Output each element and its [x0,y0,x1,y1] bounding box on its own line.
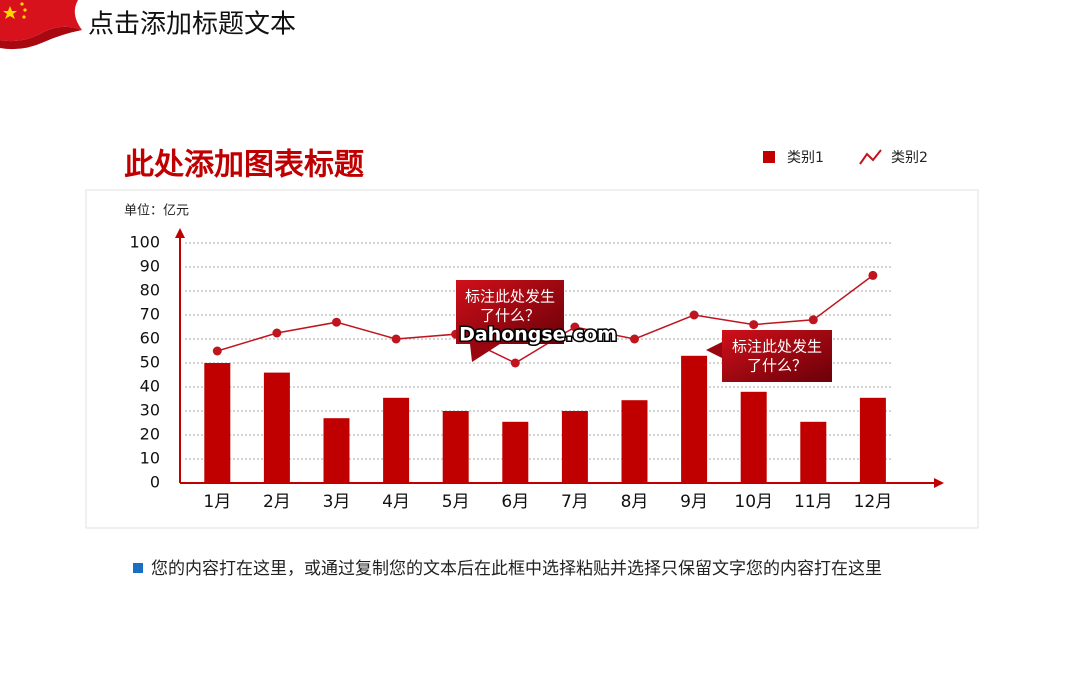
legend-swatch [859,149,882,165]
bar [621,400,648,483]
callout-text: 标注此处发生 [465,288,555,306]
flag-star [3,6,17,19]
callout-text: 了什么？ [480,307,540,325]
x-tick-label: 10月 [734,492,773,512]
bar [204,363,231,483]
flag-star [23,8,27,12]
y-axis-arrow [175,228,185,238]
bar [442,411,469,483]
y-tick-label: 0 [150,473,160,492]
y-tick-label: 60 [140,329,160,348]
flag-star [20,2,24,6]
bar [263,372,290,483]
bar [800,421,827,483]
x-tick-label: 8月 [621,492,649,512]
bar [561,411,588,483]
line-point [570,322,580,332]
bar [323,418,350,483]
x-axis-arrow [934,478,944,488]
y-tick-label: 90 [140,257,160,276]
y-tick-label: 70 [140,305,160,324]
bullet [133,563,143,573]
slide-title: 点击添加标题文本 [88,10,296,40]
line-point [332,317,341,327]
watermark: Dahongse.com [459,324,617,346]
legend-label: 类别1 [787,150,824,166]
legend-label: 类别2 [891,150,928,166]
line-point [212,346,222,356]
x-tick-label: 1月 [203,492,231,512]
line-point [510,358,520,368]
line [217,274,874,364]
line-point [749,320,759,330]
unit-label: 单位：亿元 [124,204,189,219]
callout-tail [470,344,500,362]
legend-swatch [763,151,775,163]
line-point [630,334,639,344]
line-point [391,334,401,344]
x-tick-label: 12月 [854,492,893,512]
flag-shadow [0,26,82,50]
x-tick-label: 7月 [561,492,589,512]
bar [859,397,886,483]
y-tick-label: 50 [140,353,160,372]
callout-box [722,330,832,382]
y-tick-label: 80 [140,281,160,300]
bar [681,355,708,483]
x-tick-label: 4月 [382,492,410,512]
flag-star [22,15,26,19]
y-tick-label: 40 [140,377,160,396]
flag [0,0,82,42]
bar [383,397,410,483]
y-tick-label: 30 [140,401,160,420]
footnote: 您的内容打在这里，或通过复制您的文本后在此框中选择粘贴并选择只保留文字您的内容打… [151,559,882,579]
bar [502,421,529,483]
x-tick-label: 5月 [442,492,470,512]
bar [740,391,767,483]
y-tick-label: 20 [140,425,160,444]
x-tick-label: 9月 [680,492,708,512]
x-tick-label: 2月 [263,492,291,512]
chart-title: 此处添加图表标题 [124,148,364,183]
callout-text: 了什么？ [747,357,807,375]
line-point [689,310,699,320]
x-tick-label: 3月 [323,492,351,512]
callout-box [456,280,564,344]
line-point [808,315,818,325]
line-point [868,270,878,280]
callout-tail [706,342,722,358]
x-tick-label: 11月 [794,492,833,512]
y-tick-label: 100 [129,233,160,252]
callout-text: 标注此处发生 [732,338,822,356]
line-point [272,328,282,338]
y-tick-label: 10 [140,449,160,468]
x-tick-label: 6月 [501,492,529,512]
